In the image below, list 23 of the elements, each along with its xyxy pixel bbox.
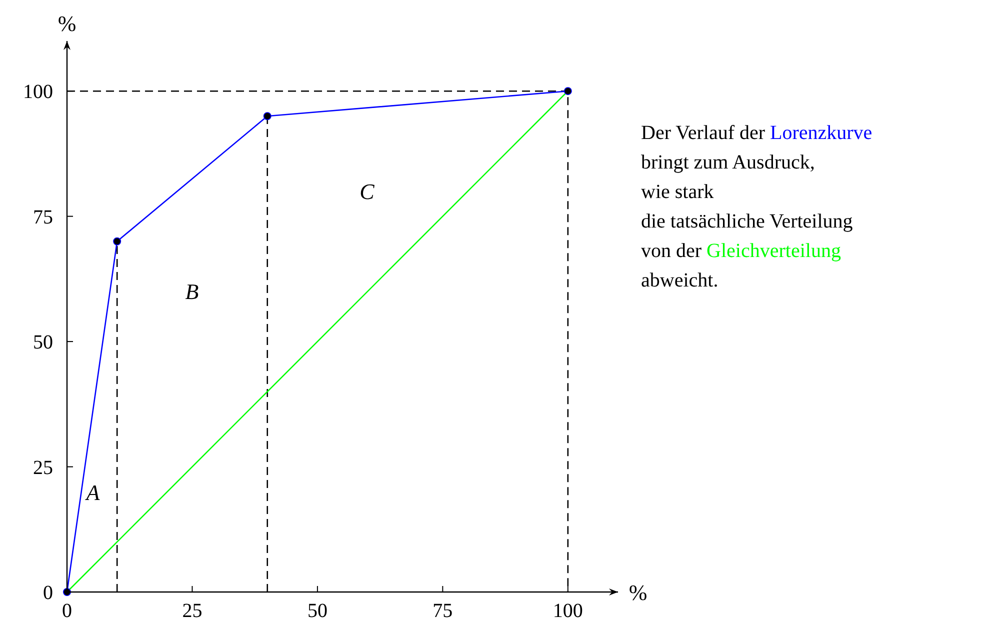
annotation: B [185,279,199,304]
y-tick-label: 100 [23,81,53,104]
y-axis-title: % [58,11,76,36]
x-tick-label: 0 [62,600,72,622]
y-tick-label: 75 [33,206,53,228]
text: Gleichverteilung [702,240,841,262]
x-tick-label: 50 [307,600,328,622]
x-axis-title: % [628,580,648,605]
annotation: A [84,480,100,505]
text: wie stark [641,181,714,203]
y-tick-label: 0 [43,582,53,604]
text: die tatsächliche Verteilung [641,210,853,232]
text: bringt zum Ausdruck, [641,152,815,174]
text: Lorenzkurve [765,122,872,144]
text: Der Verlauf der [641,122,766,144]
y-tick-label: 25 [33,456,53,479]
y-tick-label: 50 [33,332,53,354]
x-tick-label: 25 [182,600,202,622]
text: von der [641,240,702,262]
annotation: C [360,179,375,204]
text: abweicht. [641,270,718,292]
x-tick-label: 75 [432,600,453,622]
x-tick-label: 100 [552,600,583,622]
